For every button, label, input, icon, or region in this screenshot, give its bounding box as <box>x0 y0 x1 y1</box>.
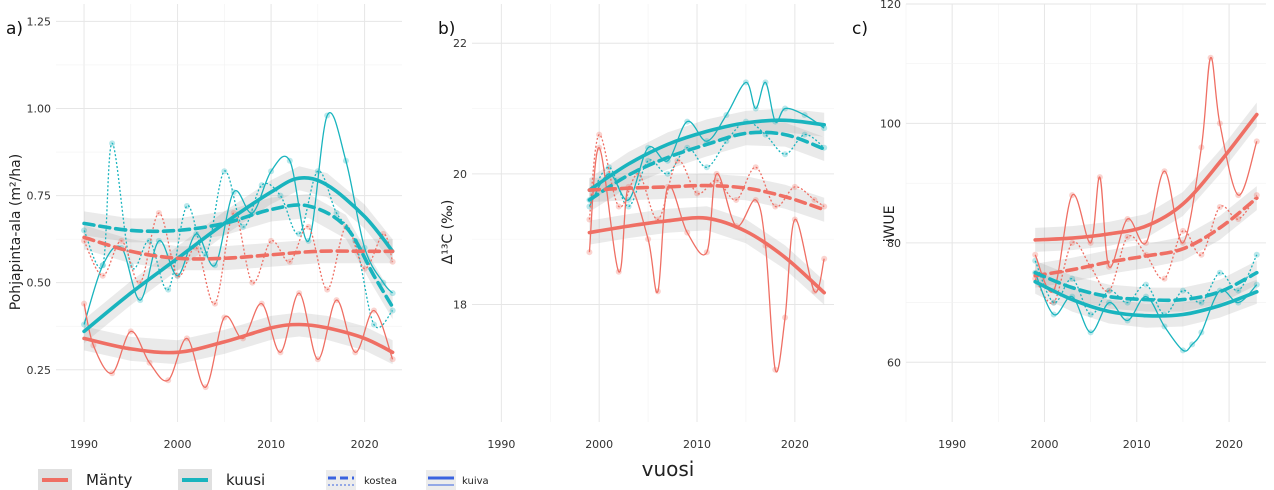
legend-label-kuusi: kuusi <box>226 471 265 489</box>
series-line-raw <box>83 292 394 388</box>
data-point <box>645 157 652 164</box>
confidence-band <box>1035 102 1257 252</box>
y-tick-label: 100 <box>880 117 901 130</box>
series-line-raw <box>1034 272 1258 352</box>
x-tick-label: 1990 <box>938 438 966 451</box>
legend-label-kostea: kostea <box>364 476 397 487</box>
series-line-raw <box>588 81 825 207</box>
series-line-smooth <box>1033 196 1259 278</box>
data-point <box>1179 287 1186 294</box>
x-tick-label: 2000 <box>164 438 192 451</box>
confidence-band <box>84 194 393 320</box>
confidence-band <box>1035 186 1257 288</box>
data-point <box>389 356 396 363</box>
series-line-raw <box>588 147 825 373</box>
confidence-band <box>1035 260 1257 312</box>
y-tick-label: 120 <box>880 0 901 11</box>
x-tick-label: 2000 <box>585 438 613 451</box>
legend: Mänty kuusi kostea kuiva <box>38 469 489 490</box>
y-tick-label: 1.00 <box>27 103 52 116</box>
data-point <box>625 203 632 210</box>
confidence-band <box>589 206 825 305</box>
legend-item-kuiva: kuiva <box>426 470 489 490</box>
legend-label-kuiva: kuiva <box>462 476 489 487</box>
data-point <box>81 300 88 307</box>
panel-b-grid <box>472 4 834 422</box>
series-line-raw <box>588 120 825 208</box>
series-line-smooth <box>82 203 395 309</box>
series-line-smooth <box>587 183 826 212</box>
legend-item-kuusi: kuusi <box>178 469 265 490</box>
x-tick-label: 1990 <box>70 438 98 451</box>
y-tick-label: 0.75 <box>27 190 52 203</box>
x-tick-label: 1990 <box>487 438 515 451</box>
data-point <box>389 307 396 314</box>
panel-a-y-axis-label: Pohjapinta-ala (m²/ha) <box>8 154 24 310</box>
panel-a: a) Pohjapinta-ala (m²/ha) 0.25 0.50 0.75 1.… <box>6 4 402 451</box>
legend-item-kostea: kostea <box>326 470 397 490</box>
series-line-raw <box>83 142 394 329</box>
x-axis-label: vuosi <box>642 457 695 481</box>
y-tick-label: 80 <box>887 237 901 250</box>
x-tick-label: 2010 <box>1123 438 1151 451</box>
x-tick-label: 2000 <box>1030 438 1058 451</box>
x-tick-label: 2020 <box>781 438 809 451</box>
y-tick-label: 20 <box>453 168 467 181</box>
x-tick-label: 2010 <box>683 438 711 451</box>
series-line-smooth <box>587 118 826 192</box>
panel-c-y-axis-label: iWUE <box>882 206 898 243</box>
confidence-band <box>589 121 825 212</box>
x-tick-label: 2020 <box>351 438 379 451</box>
panel-b: b) Δ¹³C (‰) 18 20 22 1990 2000 2010 2020 <box>438 4 834 451</box>
panel-a-grid <box>56 4 402 422</box>
y-tick-label: 18 <box>453 298 467 311</box>
x-tick-label: 2020 <box>1215 438 1243 451</box>
panel-c-grid <box>905 3 1266 422</box>
series-line-smooth <box>82 176 395 334</box>
series-line-smooth <box>587 215 826 295</box>
series-line-raw <box>588 133 825 221</box>
legend-key-bg <box>426 470 456 490</box>
panel-c: c) iWUE 60 80 100 120 1990 2000 2010 2020 <box>852 0 1266 451</box>
y-tick-label: 0.50 <box>27 277 52 290</box>
y-tick-label: 60 <box>887 356 901 369</box>
data-point <box>81 227 88 234</box>
y-tick-label: 1.25 <box>27 15 52 28</box>
panel-b-letter: b) <box>438 19 455 39</box>
data-point <box>782 151 789 158</box>
panel-b-y-axis-label: Δ¹³C (‰) <box>440 200 456 265</box>
series-line-smooth <box>82 322 395 355</box>
series-line-smooth <box>1033 270 1259 303</box>
confidence-band <box>84 225 393 271</box>
panel-c-letter: c) <box>852 19 868 39</box>
series-line-raw <box>1034 57 1258 293</box>
series-line-smooth <box>1033 279 1259 318</box>
series-line-smooth <box>82 235 395 261</box>
series-line-raw <box>1034 254 1258 316</box>
y-tick-label: 0.25 <box>27 364 52 377</box>
confidence-band <box>1035 269 1257 328</box>
data-point <box>801 131 808 138</box>
series-line-smooth <box>1033 112 1259 242</box>
y-tick-label: 22 <box>453 37 467 50</box>
x-tick-label: 2010 <box>257 438 285 451</box>
series-line-raw <box>83 212 394 305</box>
legend-key-bg <box>326 470 356 490</box>
legend-item-manty: Mänty <box>38 469 133 490</box>
legend-label-manty: Mänty <box>86 471 133 489</box>
panel-a-letter: a) <box>6 19 23 39</box>
series-line-smooth <box>587 130 826 202</box>
